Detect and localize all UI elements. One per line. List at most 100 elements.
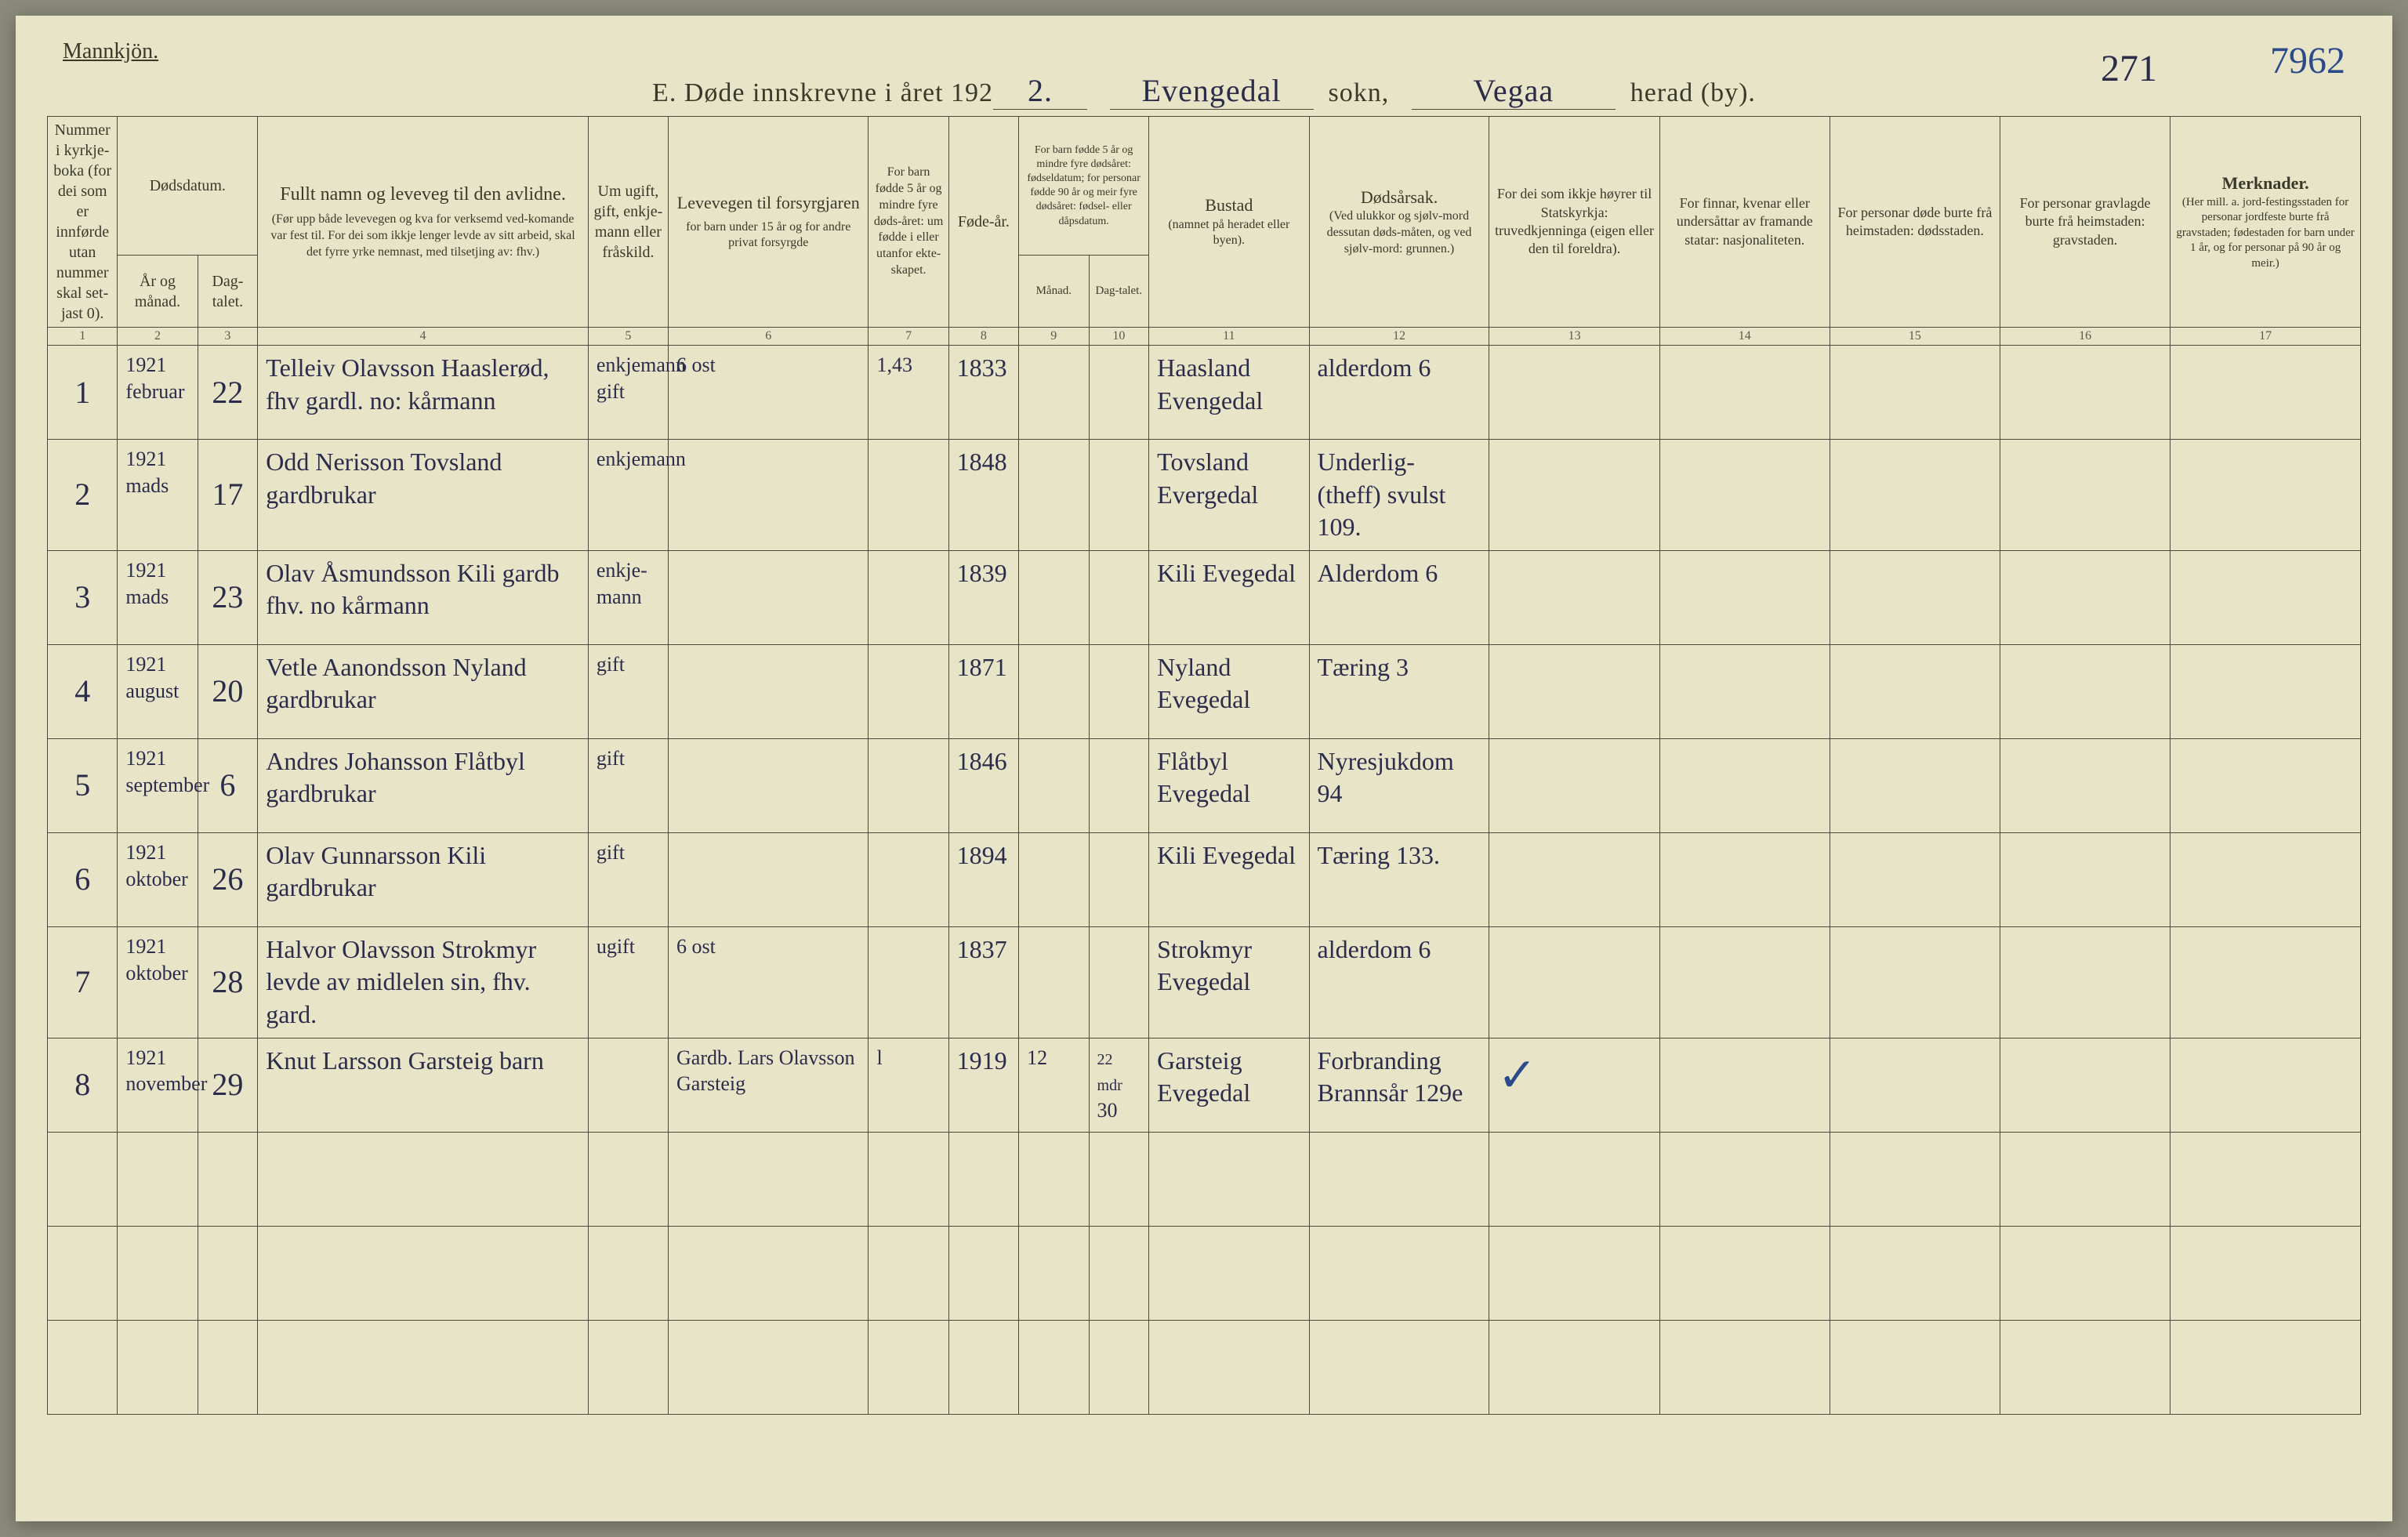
cell xyxy=(1659,440,1830,551)
cell: gift xyxy=(588,644,668,738)
colnum: 14 xyxy=(1659,328,1830,346)
cell: 1848 xyxy=(948,440,1018,551)
cell xyxy=(2000,926,2170,1038)
cell: Telleiv Olavsson Haaslerød, fhv gardl. n… xyxy=(258,346,589,440)
cell: 7 xyxy=(48,926,118,1038)
cell xyxy=(1830,926,2000,1038)
cell: 1839 xyxy=(948,550,1018,644)
cell: alderdom 6 xyxy=(1309,926,1489,1038)
cell xyxy=(2170,832,2361,926)
cell xyxy=(1659,346,1830,440)
col4-title: Fullt namn og leveveg til den avlidne. xyxy=(263,183,583,207)
cell xyxy=(1089,738,1149,832)
empty-row xyxy=(48,1226,2361,1320)
cell: Andres Johansson Flåtbyl gardbrukar xyxy=(258,738,589,832)
cell xyxy=(669,832,869,926)
cell-year-month: 1921mads xyxy=(118,440,198,551)
colnum: 11 xyxy=(1149,328,1309,346)
cell: 26 xyxy=(198,832,258,926)
cell: Haasland Evengedal xyxy=(1149,346,1309,440)
col-header-1: Nummer i kyrkje-boka (for dei som er inn… xyxy=(48,117,118,328)
table-row: 41921august20Vetle Aanondsson Nyland gar… xyxy=(48,644,2361,738)
cell: 3 xyxy=(48,550,118,644)
col-header-13: For dei som ikkje høyrer til Statskyrkja… xyxy=(1489,117,1659,328)
cell xyxy=(2170,1038,2361,1132)
cell: Halvor Olavsson Strokmyr levde av midlel… xyxy=(258,926,589,1038)
col-header-5: Um ugift, gift, enkje-mann eller fråskil… xyxy=(588,117,668,328)
cell-year-month: 1921oktober xyxy=(118,926,198,1038)
colnum: 9 xyxy=(1019,328,1089,346)
col-header-14: For finnar, kvenar eller undersåttar av … xyxy=(1659,117,1830,328)
cell xyxy=(2170,738,2361,832)
cell: 6 ost xyxy=(669,346,869,440)
cell: 28 xyxy=(198,926,258,1038)
cell: 1 xyxy=(48,346,118,440)
colnum: 12 xyxy=(1309,328,1489,346)
cell-year-month: 1921oktober xyxy=(118,832,198,926)
cell xyxy=(1830,346,2000,440)
cell: 1871 xyxy=(948,644,1018,738)
cell: 5 xyxy=(48,738,118,832)
cell: Tovsland Evergedal xyxy=(1149,440,1309,551)
colnum: 6 xyxy=(669,328,869,346)
col-header-7: For barn fødde 5 år og mindre fyre døds-… xyxy=(869,117,948,328)
cell xyxy=(1489,738,1659,832)
year-hw: 2. xyxy=(993,72,1087,110)
table-row: 11921februar22Telleiv Olavsson Haaslerød… xyxy=(48,346,2361,440)
cell xyxy=(669,738,869,832)
cell xyxy=(2170,926,2361,1038)
colnum: 17 xyxy=(2170,328,2361,346)
cell: 20 xyxy=(198,644,258,738)
cell: gift xyxy=(588,738,668,832)
cell: Odd Nerisson Tovsland gardbrukar xyxy=(258,440,589,551)
col-header-9b: Dag-talet. xyxy=(1089,256,1149,328)
col12-sub: (Ved ulukkor og sjølv-mord dessutan døds… xyxy=(1315,208,1485,257)
cell xyxy=(1019,644,1089,738)
table-row: 81921november29Knut Larsson Garsteig bar… xyxy=(48,1038,2361,1132)
cell: 12 xyxy=(1019,1038,1089,1132)
cell xyxy=(1830,738,2000,832)
col-header-6: Levevegen til forsyrgjaren for barn unde… xyxy=(669,117,869,328)
cell xyxy=(869,738,948,832)
cell: enkjemann gift xyxy=(588,346,668,440)
cell: 17 xyxy=(198,440,258,551)
col-header-12: Dødsårsak. (Ved ulukkor og sjølv-mord de… xyxy=(1309,117,1489,328)
col12-title: Dødsårsak. xyxy=(1315,187,1485,209)
cell: Tæring 133. xyxy=(1309,832,1489,926)
colnum: 2 xyxy=(118,328,198,346)
cell xyxy=(2170,346,2361,440)
cell: Olav Åsmundsson Kili gardb fhv. no kårma… xyxy=(258,550,589,644)
col-header-4: Fullt namn og leveveg til den avlidne. (… xyxy=(258,117,589,328)
cell xyxy=(2170,644,2361,738)
cell xyxy=(1089,926,1149,1038)
table-row: 71921oktober28Halvor Olavsson Strokmyr l… xyxy=(48,926,2361,1038)
cell xyxy=(1489,644,1659,738)
table-row: 31921mads23Olav Åsmundsson Kili gardb fh… xyxy=(48,550,2361,644)
cell: 4 xyxy=(48,644,118,738)
colnum: 4 xyxy=(258,328,589,346)
cell xyxy=(2000,738,2170,832)
cell: Olav Gunnarsson Kili gardbrukar xyxy=(258,832,589,926)
cell xyxy=(869,550,948,644)
cell xyxy=(669,644,869,738)
col-header-2a: År og månad. xyxy=(118,256,198,328)
title-prefix: E. Døde innskrevne i året 192 xyxy=(652,78,993,107)
empty-row xyxy=(48,1320,2361,1414)
cell: enkje-mann xyxy=(588,550,668,644)
cell xyxy=(1019,346,1089,440)
cell: 1846 xyxy=(948,738,1018,832)
cell: l xyxy=(869,1038,948,1132)
cell: Kili Evegedal xyxy=(1149,832,1309,926)
col-header-16: For personar gravlagde burte frå heimsta… xyxy=(2000,117,2170,328)
cell xyxy=(1089,440,1149,551)
col-header-9a: Månad. xyxy=(1019,256,1089,328)
cell: 1833 xyxy=(948,346,1018,440)
cell xyxy=(1019,440,1089,551)
cell xyxy=(2000,346,2170,440)
cell: Knut Larsson Garsteig barn xyxy=(258,1038,589,1132)
cell xyxy=(1830,644,2000,738)
district-hw: Vegaa xyxy=(1412,72,1616,110)
cell xyxy=(1659,832,1830,926)
cell: Strokmyr Evegedal xyxy=(1149,926,1309,1038)
colnum: 10 xyxy=(1089,328,1149,346)
